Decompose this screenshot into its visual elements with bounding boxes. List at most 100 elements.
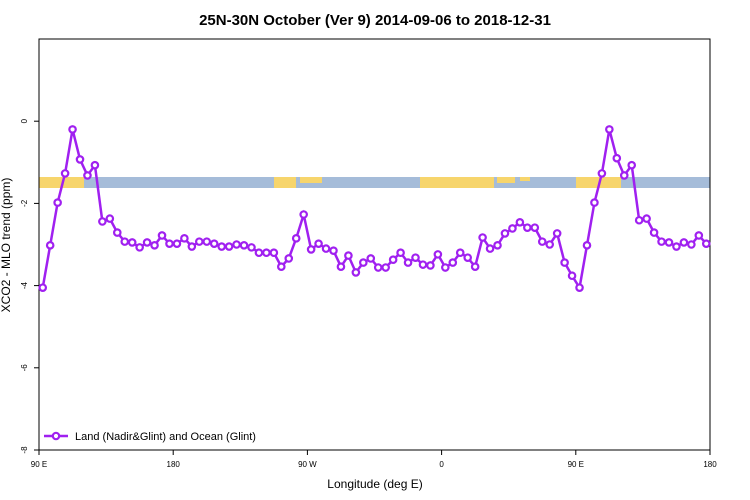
point	[463, 253, 472, 262]
point	[590, 198, 599, 207]
y-tick-label: 0	[20, 118, 29, 123]
point	[672, 242, 681, 251]
point	[105, 214, 115, 223]
point	[38, 283, 48, 292]
y-tick-label: -2	[20, 199, 29, 207]
point	[83, 171, 92, 180]
point	[217, 242, 226, 251]
point	[239, 241, 249, 250]
line	[41, 129, 708, 292]
point	[187, 242, 197, 251]
point	[373, 263, 383, 272]
point	[90, 160, 100, 170]
point	[433, 250, 443, 259]
x-tick-label: 90 E	[31, 460, 47, 469]
point	[306, 245, 316, 254]
point	[135, 243, 144, 252]
point	[545, 240, 555, 249]
point	[381, 263, 390, 272]
point	[68, 125, 77, 134]
point	[262, 248, 271, 258]
point	[351, 268, 361, 277]
point	[366, 254, 376, 263]
point	[194, 237, 204, 246]
point	[530, 223, 540, 232]
point	[634, 215, 644, 225]
point	[664, 238, 674, 247]
x-tick-label: 0	[439, 460, 444, 469]
point	[426, 261, 435, 270]
point	[269, 248, 279, 258]
point	[157, 231, 167, 240]
point	[627, 160, 637, 170]
point	[687, 240, 696, 249]
point	[411, 253, 420, 262]
point	[388, 255, 398, 265]
legend-label: Land (Nadir&Glint) and Ocean (Glint)	[75, 431, 256, 443]
land-ocean-strip	[39, 177, 710, 188]
point	[515, 218, 525, 227]
x-tick-label: 90 E	[568, 460, 584, 469]
point	[552, 229, 562, 238]
point	[127, 238, 137, 247]
point	[165, 239, 174, 248]
point	[470, 262, 480, 271]
x-tick-label: 90 W	[298, 460, 317, 469]
point	[679, 238, 689, 247]
point	[98, 217, 107, 226]
point	[441, 263, 450, 272]
point	[45, 241, 55, 250]
point	[448, 258, 458, 267]
point	[142, 238, 152, 247]
point	[567, 271, 577, 281]
point	[254, 248, 264, 258]
point	[232, 240, 241, 249]
point	[582, 241, 592, 250]
point	[605, 125, 614, 134]
point	[202, 237, 212, 246]
point	[575, 283, 584, 292]
point	[112, 228, 122, 237]
point	[612, 153, 622, 163]
point	[649, 228, 659, 237]
point	[537, 237, 547, 246]
point	[478, 233, 487, 242]
point	[485, 244, 495, 253]
point	[321, 244, 331, 253]
point	[694, 231, 704, 240]
point	[619, 171, 629, 180]
point	[180, 234, 189, 243]
point	[247, 243, 256, 252]
point	[493, 241, 502, 250]
point	[508, 224, 517, 233]
point	[455, 248, 465, 258]
point	[642, 214, 651, 223]
point	[291, 234, 301, 243]
y-tick-label: -8	[20, 446, 29, 454]
point	[284, 254, 294, 263]
point	[396, 248, 405, 258]
point	[299, 210, 308, 219]
x-tick-label: 180	[167, 460, 181, 469]
chart-title: 25N-30N October (Ver 9) 2014-09-06 to 20…	[199, 12, 551, 29]
point	[150, 241, 159, 250]
point	[701, 239, 711, 248]
point	[344, 251, 353, 260]
point	[657, 237, 666, 246]
point	[53, 198, 62, 207]
point	[209, 239, 219, 248]
point	[277, 262, 286, 271]
point	[523, 223, 532, 232]
point	[500, 229, 510, 238]
point	[359, 258, 368, 267]
y-tick-label: -4	[20, 281, 29, 289]
x-tick-label: 180	[703, 460, 717, 469]
point	[403, 258, 413, 267]
point	[560, 258, 569, 267]
point	[314, 239, 323, 248]
y-tick-label: -6	[20, 364, 29, 372]
point	[75, 155, 85, 164]
point	[60, 169, 70, 178]
legend-marker	[51, 431, 61, 441]
